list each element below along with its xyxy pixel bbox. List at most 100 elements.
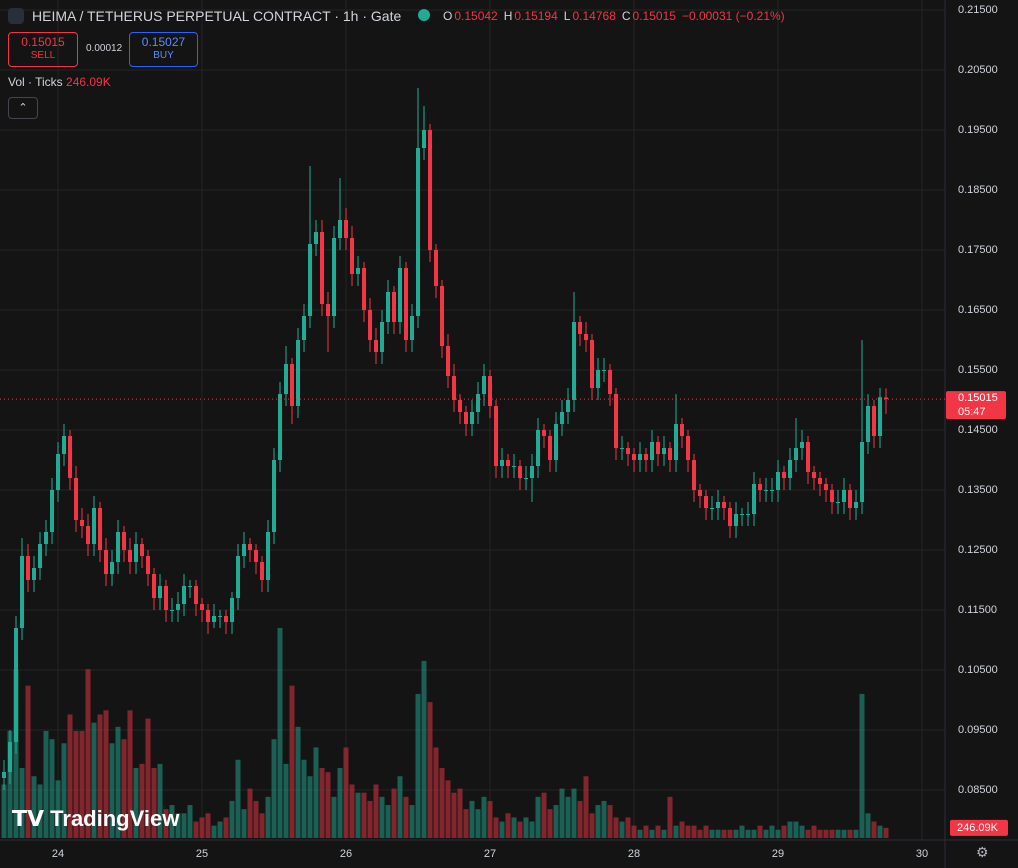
- volume-bar: [499, 821, 505, 838]
- candle-body: [638, 453, 642, 460]
- candle-body: [188, 585, 192, 587]
- volume-bar: [439, 768, 445, 838]
- candle-body: [860, 441, 864, 502]
- watermark-logo: 𝗧𝗩: [12, 806, 51, 831]
- volume-bar: [547, 809, 553, 838]
- y-tick-label: 0.14500: [958, 424, 998, 436]
- candle-body: [410, 316, 414, 341]
- volume-bar: [73, 730, 79, 838]
- candle-body: [32, 567, 36, 580]
- candle-body: [878, 397, 882, 436]
- candle-body: [464, 412, 468, 424]
- sell-button[interactable]: 0.15015 SELL: [8, 32, 78, 67]
- volume-bar: [583, 776, 589, 838]
- candle-body: [416, 148, 420, 317]
- volume-bar: [781, 825, 787, 838]
- y-tick-label: 0.18500: [958, 184, 998, 196]
- x-tick-label: 28: [628, 848, 640, 860]
- candle-body: [56, 453, 60, 490]
- volume-bar: [67, 714, 73, 838]
- candle-body: [608, 370, 612, 395]
- candle-body: [356, 268, 360, 275]
- settings-button[interactable]: ⚙: [976, 844, 989, 860]
- y-tick-label: 0.12500: [958, 544, 998, 556]
- volume-bar: [109, 743, 115, 838]
- candle-body: [710, 507, 714, 509]
- candle-body: [500, 459, 504, 466]
- chart-title[interactable]: HEIMA / TETHERUS PERPETUAL CONTRACT · 1h…: [32, 8, 402, 24]
- status-dot: [418, 9, 430, 21]
- volume-value: 246.09K: [66, 75, 111, 89]
- candle-body: [626, 447, 630, 454]
- candle-body: [74, 477, 78, 520]
- volume-bar: [433, 747, 439, 838]
- candle-body: [158, 585, 162, 598]
- volume-bar: [421, 660, 427, 838]
- volume-bar: [691, 825, 697, 838]
- candle-body: [440, 286, 444, 347]
- volume-bar: [787, 821, 793, 838]
- candle-body: [254, 549, 258, 562]
- volume-bar: [1, 784, 7, 838]
- volume-bar: [613, 817, 619, 838]
- candle-body: [512, 465, 516, 467]
- buy-price: 0.15027: [141, 35, 186, 49]
- volume-bar: [229, 800, 235, 838]
- legend-item: O: [443, 9, 453, 23]
- candle-body: [776, 471, 780, 490]
- candle-body: [122, 531, 126, 550]
- volume-bar: [355, 792, 361, 838]
- candle-body: [434, 250, 438, 287]
- volume-bar: [775, 829, 781, 838]
- volume-bar: [811, 825, 817, 838]
- volume-bar: [133, 768, 139, 838]
- volume-bar: [415, 693, 421, 838]
- volume-bar: [835, 829, 841, 838]
- volume-bar: [325, 772, 331, 838]
- candle-body: [116, 531, 120, 562]
- candle-body: [506, 459, 510, 466]
- y-tick-label: 0.21500: [958, 4, 998, 16]
- candle-body: [566, 400, 570, 413]
- candle-body: [866, 406, 870, 442]
- candle-body: [344, 220, 348, 239]
- candle-body: [800, 441, 804, 448]
- ohlc-legend: O 0.15042 H 0.15194 L 0.14768 C 0.15015 −0.00031…: [443, 9, 787, 23]
- collapse-button[interactable]: ⌃: [8, 97, 38, 119]
- candle-body: [746, 513, 750, 515]
- volume-bar: [91, 722, 97, 838]
- volume-bar: [385, 805, 391, 838]
- symbol-icon: [8, 8, 24, 24]
- volume-bar: [799, 825, 805, 838]
- volume-bar: [601, 800, 607, 838]
- volume-bar: [751, 829, 757, 838]
- y-tick-label: 0.20500: [958, 64, 998, 76]
- candle-body: [722, 501, 726, 508]
- candle-body: [398, 268, 402, 323]
- volume-bar: [565, 796, 571, 838]
- legend-item: 0.14768: [572, 9, 616, 23]
- candle-body: [602, 370, 606, 372]
- candle-body: [854, 501, 858, 508]
- candle-body: [680, 424, 684, 436]
- candle-body: [752, 483, 756, 514]
- volume-axis-label: 246.09K: [957, 822, 999, 834]
- volume-bar: [739, 825, 745, 838]
- volume-bar: [823, 829, 829, 838]
- candle-body: [536, 429, 540, 466]
- sell-label: SELL: [30, 50, 56, 61]
- volume-bar: [403, 796, 409, 838]
- volume-bar: [367, 800, 373, 838]
- candle-body: [818, 477, 822, 484]
- volume-bar: [295, 726, 301, 838]
- x-tick-label: 30: [916, 848, 928, 860]
- volume-bar: [313, 747, 319, 838]
- candle-body: [572, 322, 576, 401]
- candle-body: [314, 232, 318, 245]
- buy-label: BUY: [153, 50, 174, 61]
- volume-bar: [97, 714, 103, 838]
- volume-bar: [487, 800, 493, 838]
- buy-button[interactable]: 0.15027 BUY: [129, 32, 198, 67]
